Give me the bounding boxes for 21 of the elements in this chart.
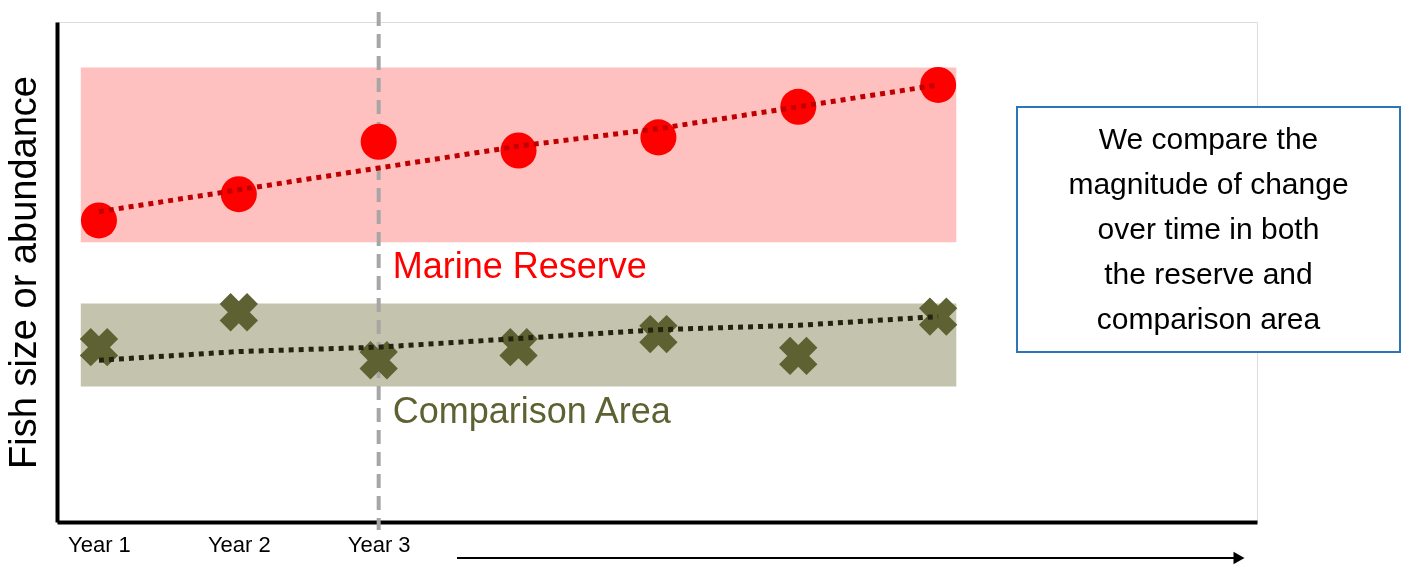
x-tick-label: Year 2	[207, 531, 271, 557]
x-tick-label: Year 1	[68, 531, 131, 557]
point	[918, 297, 958, 336]
point	[220, 176, 257, 213]
point	[499, 328, 538, 367]
point	[639, 314, 678, 354]
band-label: Comparison Area	[392, 389, 672, 431]
point	[359, 341, 398, 380]
point	[640, 119, 677, 156]
point	[79, 328, 119, 367]
x-tick-label: Year 3	[347, 531, 411, 557]
point	[920, 66, 957, 103]
point	[360, 123, 397, 160]
point	[500, 132, 537, 169]
y-axis-title: Fish size or abundance	[1, 76, 44, 469]
point	[219, 293, 258, 332]
band-label: Marine Reserve	[392, 245, 647, 287]
text: We compare the magnitude of change over time in both the reserve and comparison area	[1068, 121, 1349, 335]
point	[780, 88, 817, 125]
point	[80, 202, 117, 239]
point	[779, 336, 818, 376]
